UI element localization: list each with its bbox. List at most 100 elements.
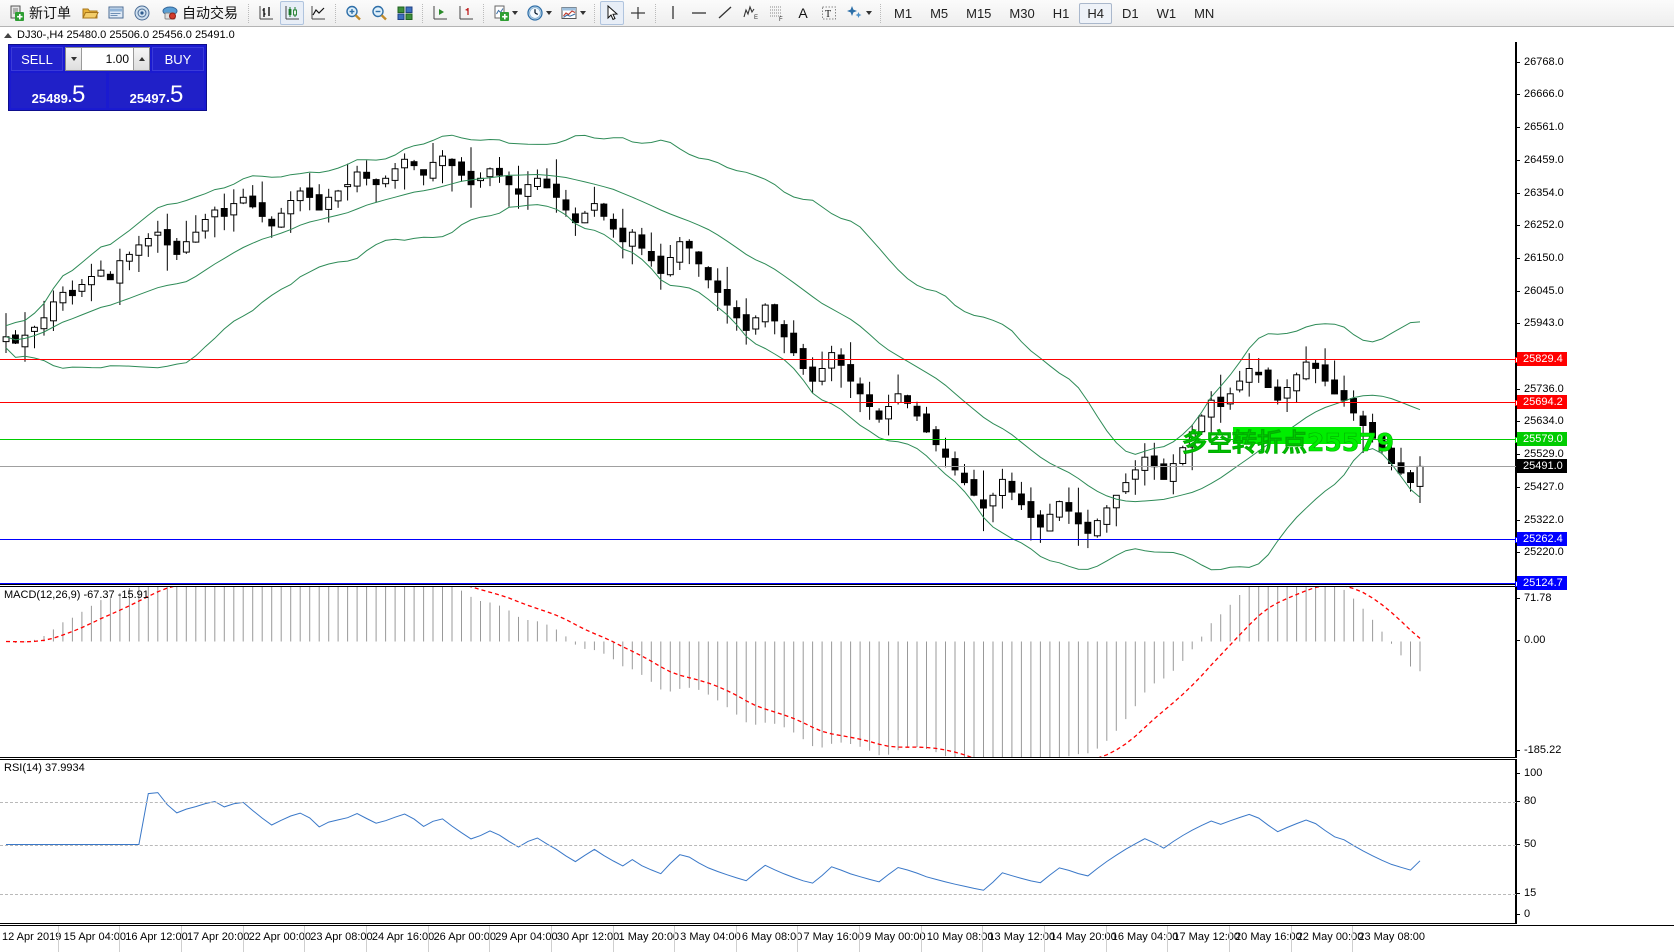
time-separator	[180, 926, 182, 952]
time-tick-label: 26 Apr 00:00	[433, 931, 496, 943]
timeframe-m30[interactable]: M30	[1009, 5, 1035, 21]
time-tick-label: 9 May 00:00	[865, 931, 926, 943]
chevron-down-icon[interactable]	[866, 11, 872, 15]
time-separator	[119, 926, 121, 952]
price-level-line-resistance[interactable]	[0, 400, 1521, 406]
time-tick-label: 24 Apr 16:00	[371, 931, 435, 943]
rsi-label: RSI(14) 37.9934	[4, 762, 85, 774]
terminal-button[interactable]	[104, 1, 128, 25]
timeframe-mn[interactable]: MN	[1194, 5, 1215, 21]
templates-button[interactable]	[557, 1, 589, 25]
sell-price[interactable]: 25489 . 5	[11, 73, 106, 108]
price-tick: 25220.0	[1516, 546, 1564, 558]
navigator-button[interactable]	[130, 1, 154, 25]
rsi-tick: 100	[1516, 767, 1542, 779]
text-button[interactable]: A	[791, 1, 815, 25]
fibonacci-button[interactable]: F	[765, 1, 789, 25]
highlight-rectangle[interactable]	[1233, 426, 1361, 444]
folder-button[interactable]	[78, 1, 102, 25]
buy-button[interactable]: BUY	[152, 47, 204, 71]
price-level-line-target[interactable]	[0, 536, 1521, 543]
price-tick: 25634.0	[1516, 415, 1564, 427]
main-toolbar: 新订单	[0, 0, 1674, 27]
shapes-icon	[846, 4, 864, 22]
time-separator	[1105, 926, 1107, 952]
cursor-button[interactable]	[600, 1, 624, 25]
indicators-button[interactable]	[489, 1, 521, 25]
chevron-down-icon[interactable]	[546, 11, 552, 15]
rsi-axis: 100 80 50 15 0	[1516, 759, 1674, 924]
price-level-label-target[interactable]: 25124.7	[1517, 575, 1567, 590]
chevron-down-icon[interactable]	[512, 11, 518, 15]
bar-chart-button[interactable]	[254, 1, 278, 25]
svg-text:E: E	[754, 15, 758, 21]
time-tick-label: 1 May 20:00	[618, 931, 680, 943]
horizontal-line-button[interactable]	[687, 1, 711, 25]
auto-scroll-button[interactable]	[454, 1, 478, 25]
navigator-icon	[133, 4, 151, 22]
macd-pane[interactable]: MACD(12,26,9) -67.37 -15.91	[0, 586, 1516, 758]
time-axis[interactable]: 12 Apr 2019 15 Apr 04:00 16 Apr 12:00 17 Ap…	[0, 925, 1674, 952]
time-tick-label: 17 Apr 20:00	[186, 931, 250, 943]
price-level-label-resistance[interactable]: 25694.2	[1517, 395, 1567, 409]
new-order-button[interactable]: 新订单	[3, 1, 76, 25]
one-click-trading-panel[interactable]: SELL 1.00 BUY 25489 . 5 25497 . 5	[8, 44, 207, 111]
time-tick-label: 22 May 00:00	[1296, 931, 1364, 943]
timeframe-m5[interactable]: M5	[930, 5, 949, 21]
toolbar-separator	[594, 3, 595, 23]
vertical-line-button[interactable]	[661, 1, 685, 25]
shapes-button[interactable]	[843, 1, 875, 25]
tile-windows-button[interactable]	[393, 1, 417, 25]
periods-button[interactable]	[523, 1, 555, 25]
candlestick-chart-button[interactable]	[280, 1, 304, 25]
zoom-in-button[interactable]	[341, 1, 365, 25]
timeframe-m1[interactable]: M1	[894, 5, 913, 21]
price-pane[interactable]: 多空转折点25579	[0, 42, 1521, 587]
chart-area[interactable]: 多空转折点25579 26768.0 26666.0 26561.0 26459.0 2…	[0, 42, 1674, 952]
price-level-line-target[interactable]	[0, 580, 1521, 587]
time-separator	[1352, 926, 1354, 952]
rsi-tick: 0	[1516, 908, 1530, 920]
timeframe-h1[interactable]: H1	[1052, 5, 1070, 21]
price-tick: 25427.0	[1516, 481, 1564, 493]
zoom-out-button[interactable]	[367, 1, 391, 25]
autotrade-button[interactable]: 自动交易	[156, 1, 243, 25]
price-axis[interactable]: 26768.0 26666.0 26561.0 26459.0 26354.0 26252…	[1516, 42, 1674, 590]
toolbar-separator	[422, 3, 423, 23]
price-level-line-resistance[interactable]	[0, 357, 1521, 364]
price-level-label-support[interactable]: 25579.0	[1517, 431, 1567, 446]
crosshair-button[interactable]	[626, 1, 650, 25]
price-level-label-current[interactable]: 25491.0	[1517, 459, 1567, 474]
buy-price[interactable]: 25497 . 5	[109, 73, 204, 108]
time-tick-label: 15 Apr 04:00	[63, 931, 127, 943]
line-chart-button[interactable]	[306, 1, 330, 25]
timeframe-d1[interactable]: D1	[1121, 5, 1139, 21]
volume-decrease-button[interactable]	[66, 48, 82, 70]
price-tick: 25322.0	[1516, 514, 1564, 526]
collapse-icon[interactable]	[4, 32, 12, 38]
price-tick: 26768.0	[1516, 56, 1564, 68]
chevron-down-icon[interactable]	[580, 11, 586, 15]
trendline-button[interactable]	[713, 1, 737, 25]
timeframe-m15[interactable]: M15	[966, 5, 992, 21]
price-level-label-target[interactable]: 25262.4	[1517, 531, 1567, 546]
price-level-line-current[interactable]	[0, 466, 1516, 468]
volume-increase-button[interactable]	[133, 48, 149, 70]
time-tick-label: 30 Apr 12:00	[556, 931, 620, 943]
chart-annotation-text[interactable]: 多空转折点25579	[1182, 428, 1395, 458]
templates-icon	[560, 4, 578, 22]
timeframe-group: M1 M5 M15 M30 H1 H4 D1 W1 MN	[885, 2, 1223, 24]
volume-stepper[interactable]: 1.00	[65, 47, 150, 71]
elliott-wave-button[interactable]: E	[739, 1, 763, 25]
macd-tick: 0.00	[1516, 634, 1545, 646]
text-label-button[interactable]: T	[817, 1, 841, 25]
timeframe-h4[interactable]: H4	[1079, 2, 1112, 24]
price-level-label-resistance[interactable]: 25829.4	[1517, 352, 1567, 367]
timeframe-w1[interactable]: W1	[1156, 5, 1177, 21]
price-tick: 26150.0	[1516, 252, 1564, 264]
rsi-pane[interactable]: RSI(14) 37.9934	[0, 759, 1516, 924]
volume-input[interactable]: 1.00	[82, 48, 133, 70]
chart-shift-button[interactable]	[428, 1, 452, 25]
time-tick-label: 6 May 08:00	[741, 931, 803, 943]
sell-button[interactable]: SELL	[11, 47, 63, 71]
